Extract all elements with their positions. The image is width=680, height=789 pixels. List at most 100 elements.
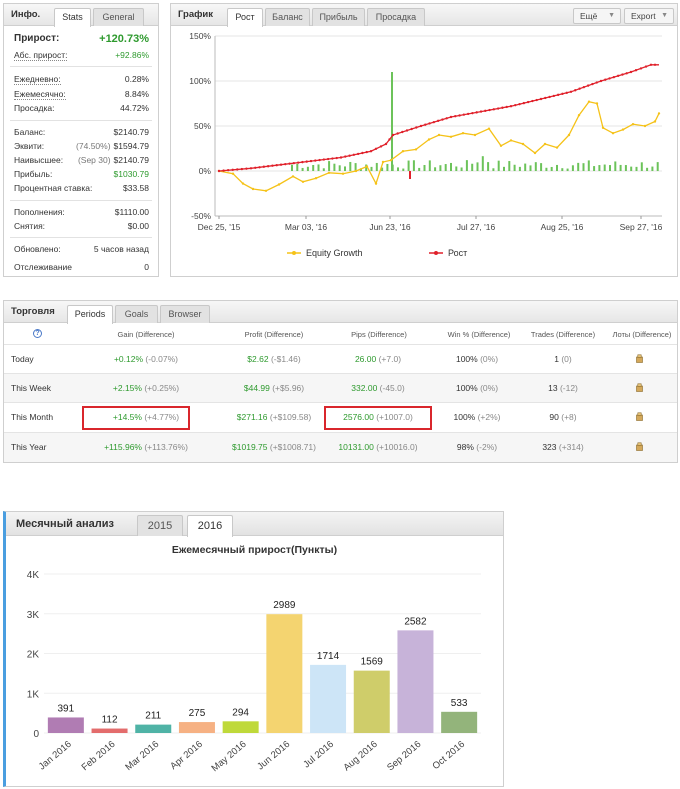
period-label: Today xyxy=(11,354,34,364)
win_d-value: (0%) xyxy=(477,354,499,364)
equity-point xyxy=(437,133,441,137)
tab-2016[interactable]: 2016 xyxy=(187,515,233,537)
table-row: Today +0.12% (-0.07%) $2.62 (-$1.46) 26.00 … xyxy=(4,344,677,374)
monthly-title: Месячный анализ xyxy=(16,518,115,530)
equity-row: Эквити: (74.50%) $1594.79 xyxy=(14,141,149,153)
growth-point xyxy=(262,165,266,168)
trades-cell: 90 (+8) xyxy=(503,412,623,422)
tab-goals[interactable]: Goals xyxy=(115,305,158,323)
profit-bar xyxy=(296,163,299,171)
lots-icon[interactable] xyxy=(636,412,643,421)
abs-growth-label[interactable]: Абс. прирост: xyxy=(14,50,68,61)
profit_d-value: (+$1008.71) xyxy=(267,442,316,452)
tab-drawdown[interactable]: Просадка xyxy=(367,8,425,26)
growth-point xyxy=(565,91,568,95)
daily-value: 0.28% xyxy=(124,74,149,84)
growth-point xyxy=(535,98,538,102)
gain-value: +0.12% xyxy=(113,354,144,364)
win-value: 98% xyxy=(456,442,474,452)
profit-bar xyxy=(561,168,564,171)
deposits-label: Пополнения: xyxy=(14,207,65,217)
pips-cell: 332.00 (-45.0) xyxy=(318,383,438,393)
help-icon[interactable]: ? xyxy=(33,329,42,338)
profit-bar xyxy=(317,164,320,171)
lots-icon[interactable] xyxy=(636,442,643,451)
x-tick-label: Aug 2016 xyxy=(341,739,379,774)
data-label: 391 xyxy=(58,703,75,714)
equity-line xyxy=(218,100,660,192)
export-button[interactable]: Export ▼ xyxy=(624,8,674,24)
tab-browser[interactable]: Browser xyxy=(160,305,210,323)
interest-row: Процентная ставка: $33.58 xyxy=(14,183,149,195)
profit-bar xyxy=(614,161,617,171)
profit-bar xyxy=(455,166,458,171)
equity-point xyxy=(657,112,661,115)
more-button[interactable]: Ещё ▼ xyxy=(573,8,621,24)
balance-label: Баланс: xyxy=(14,127,46,137)
trades_d-value: (-12) xyxy=(557,383,578,393)
daily-label[interactable]: Ежедневно: xyxy=(14,74,61,85)
profit-bar xyxy=(534,162,537,171)
growth-point xyxy=(410,127,413,131)
growth-point xyxy=(254,166,257,169)
profit-bar xyxy=(407,160,410,171)
profit-bar xyxy=(503,166,505,171)
profit-bar xyxy=(328,161,331,171)
growth-point xyxy=(621,73,624,76)
pips-value: 10131.00 xyxy=(338,442,374,452)
profit-bar xyxy=(518,166,521,171)
growth-point xyxy=(314,159,317,162)
growth-point xyxy=(599,79,603,83)
growth-point xyxy=(424,123,427,126)
tab-profit[interactable]: Прибыль xyxy=(312,8,365,26)
equity-pct: (74.50%) xyxy=(76,141,111,151)
monthly-label[interactable]: Ежемесячно: xyxy=(14,89,66,100)
growth-point xyxy=(518,102,521,106)
tracking-value: 0 xyxy=(144,262,149,272)
growth-point xyxy=(505,105,508,109)
highest-row: Наивысшее: (Sep 30) $2140.79 xyxy=(14,155,149,167)
y-tick-label: 0% xyxy=(199,166,212,176)
tab-stats[interactable]: Stats xyxy=(54,8,91,27)
growth-point xyxy=(419,124,423,128)
win_d-value: (0%) xyxy=(477,383,499,393)
lots-icon[interactable] xyxy=(636,383,643,392)
tab-growth[interactable]: Рост xyxy=(227,8,263,27)
trading-tabbar: Торговля Periods Goals Browser xyxy=(4,301,677,324)
gain_d-value: (-0.07%) xyxy=(143,354,179,364)
pips-cell: 2576.00 (+1007.0) xyxy=(318,412,438,422)
lots-icon[interactable] xyxy=(636,354,643,363)
x-tick-label: Mar 2016 xyxy=(123,739,161,773)
profit-value: $2.62 xyxy=(247,354,269,364)
equity-point xyxy=(301,180,305,183)
header-trades: Trades (Difference) xyxy=(530,330,596,339)
tab-balance[interactable]: Баланс xyxy=(265,8,310,26)
tab-general[interactable]: General xyxy=(93,8,144,26)
profit-bar xyxy=(428,160,431,171)
growth-row: Прирост: +120.73% xyxy=(14,33,149,49)
profit-bar xyxy=(571,165,574,171)
bar xyxy=(178,722,215,733)
y-tick-label: 0 xyxy=(33,729,39,740)
profit-bar xyxy=(540,163,543,171)
profit-bar xyxy=(338,165,341,171)
growth-point xyxy=(361,151,364,155)
profit-row: Прибыль: $1030.79 xyxy=(14,169,149,181)
trades_d-value: (0) xyxy=(558,354,572,364)
growth-point xyxy=(639,67,643,70)
trades-value: 1 xyxy=(554,354,559,364)
tab-2015[interactable]: 2015 xyxy=(137,515,183,536)
tab-periods[interactable]: Periods xyxy=(67,305,113,324)
profit-bar xyxy=(450,162,452,171)
growth-point xyxy=(501,106,504,109)
table-row: This Year +115.96% (+113.76%) $1019.75 (+$… xyxy=(4,432,677,462)
growth-point xyxy=(369,150,373,153)
profit-bar xyxy=(598,165,601,171)
data-label: 275 xyxy=(189,708,206,719)
y-tick-label: 1K xyxy=(27,689,40,700)
data-label: 533 xyxy=(451,698,468,709)
profit-bar xyxy=(444,164,447,171)
profit-bar xyxy=(306,166,309,171)
equity-point xyxy=(414,148,418,151)
growth-point xyxy=(526,100,530,104)
